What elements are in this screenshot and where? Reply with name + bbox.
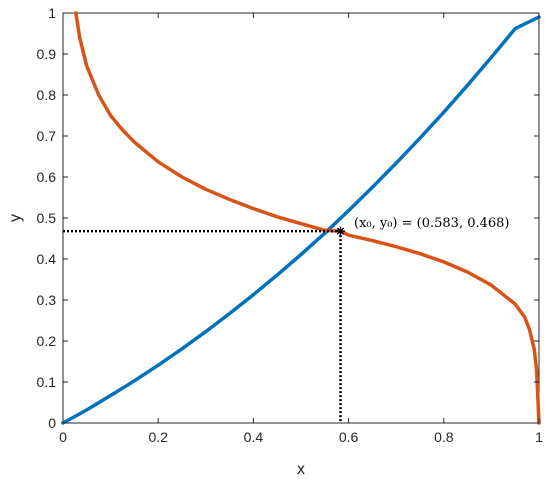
x-tick-label: 1 [535,429,543,445]
x-tick-label: 0.2 [148,429,168,445]
intersection-marker [336,226,346,236]
tick-labels: 0 0.2 0.4 0.6 0.8 1 0 0.1 0.2 0.3 0.4 0.5 0.6 0.7 0.8 0… [37,5,544,445]
x-tick-label: 0.8 [434,429,454,445]
markers [336,226,346,236]
x-axis-label: x [297,461,305,478]
y-tick-label: 0.8 [37,87,57,103]
x-tick-label: 0 [59,429,67,445]
x-tick-label: 0.4 [244,429,264,445]
ticks [62,12,540,424]
series-line-1 [61,15,541,425]
y-tick-label: 1 [48,5,56,21]
y-axis-label: y [7,214,24,222]
y-tick-label: 0.2 [37,333,57,349]
y-tick-label: 0.1 [37,374,57,390]
y-tick-label: 0.9 [37,46,57,62]
intersection-annotation: (x₀, y₀) = (0.583, 0.468) [354,216,510,231]
axes-box [62,12,540,424]
y-tick-label: 0.6 [37,169,57,185]
y-tick-label: 0 [48,415,56,431]
y-tick-label: 0.7 [37,128,57,144]
y-tick-label: 0.5 [37,210,57,226]
y-tick-label: 0.4 [37,251,57,267]
x-tick-label: 0.6 [339,429,359,445]
y-tick-label: 0.3 [37,292,57,308]
